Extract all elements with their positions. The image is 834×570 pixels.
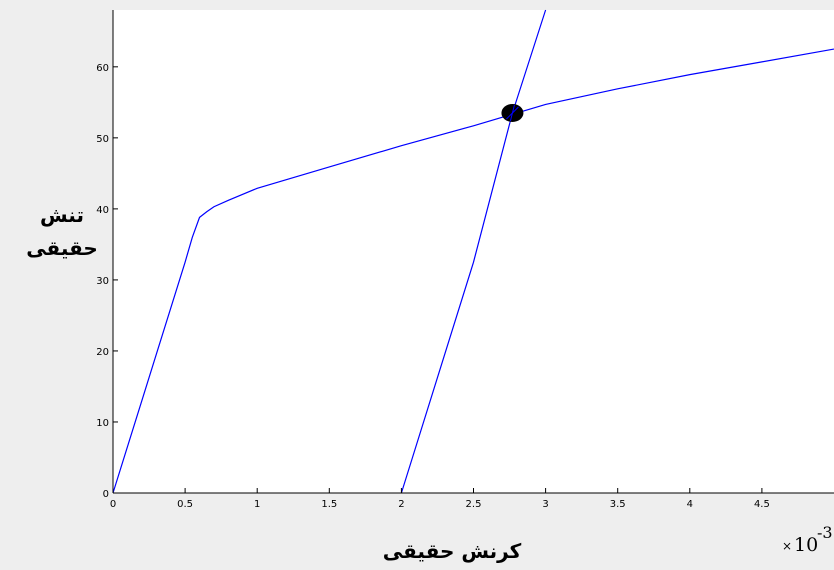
x-exponent-label: × 10 -3: [782, 523, 833, 556]
plot-area: [113, 10, 834, 493]
y-tick-label: 60: [96, 63, 109, 74]
x-exponent-base: 10: [794, 534, 818, 556]
y-axis-title-line-1: تنش: [40, 203, 84, 227]
series-line-1: [112, 48, 834, 494]
y-ticks: 0 10 20 30 40 50 60: [96, 63, 118, 500]
x-exponent-power: -3: [817, 523, 833, 542]
x-tick-label: 2.5: [466, 499, 482, 510]
y-tick-label: 30: [96, 276, 109, 287]
x-tick-label: 1.5: [321, 499, 337, 510]
y-tick-label: 50: [96, 134, 109, 145]
x-exponent-times: ×: [782, 539, 792, 553]
series-line-2: [400, 9, 547, 494]
x-axis-title: کرنش حقیقی: [383, 539, 522, 563]
x-tick-label: 4: [687, 499, 693, 510]
x-tick-label: 3: [542, 499, 548, 510]
marker-layer: [501, 103, 524, 122]
curves-layer: [112, 9, 834, 494]
y-tick-label: 10: [96, 418, 109, 429]
x-tick-label: 4.5: [754, 499, 770, 510]
y-tick-label: 40: [96, 205, 109, 216]
y-axis-title-line-2: حقیقی: [26, 236, 98, 260]
intersection-marker-line-b: [509, 104, 515, 122]
y-tick-label: 0: [103, 489, 109, 500]
x-tick-label: 3.5: [610, 499, 626, 510]
x-tick-label: 2: [398, 499, 404, 510]
x-tick-label: 0.5: [177, 499, 193, 510]
x-tick-label: 0: [110, 499, 116, 510]
x-tick-label: 1: [254, 499, 260, 510]
x-ticks: 0 0.5 1 1.5 2 2.5 3 3.5 4 4.5: [110, 488, 770, 510]
y-tick-label: 20: [96, 347, 109, 358]
